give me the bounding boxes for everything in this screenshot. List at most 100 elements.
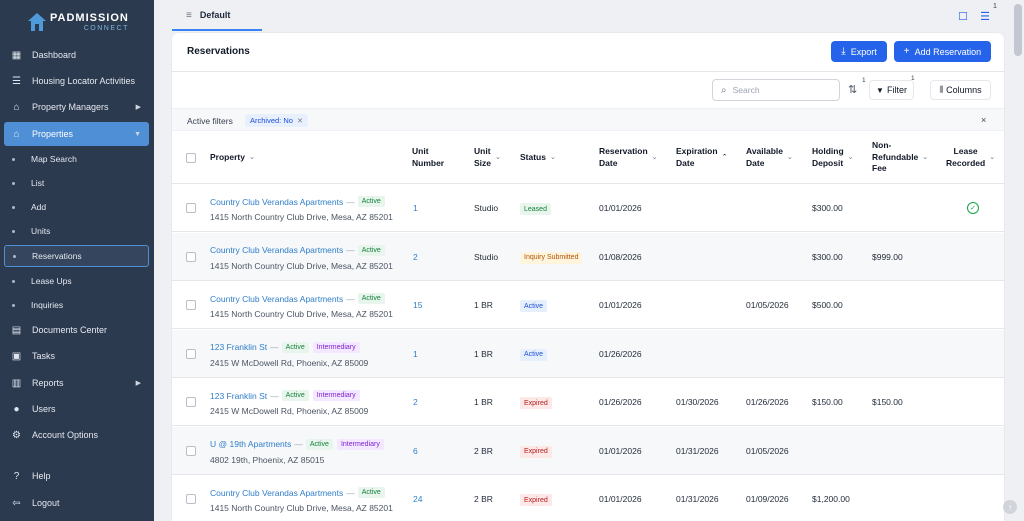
property-tag: Active <box>357 293 385 304</box>
property-name[interactable]: Country Club Verandas Apartments <box>210 245 344 255</box>
column-header-holding-deposit[interactable]: Holding Deposit ⌄ <box>812 131 854 184</box>
page-scrollbar-thumb[interactable] <box>1014 4 1022 56</box>
sidebar-item-reports[interactable]: ▥ Reports ▶ <box>4 372 149 394</box>
cell-unit[interactable]: 2 <box>413 397 418 407</box>
property-address: 4802 19th, Phoenix, AZ 85015 <box>210 454 325 465</box>
row-checkbox[interactable] <box>186 348 196 359</box>
chevron-down-icon: ⌄ <box>847 153 854 161</box>
sidebar-subitem-list[interactable]: List <box>4 172 149 194</box>
row-checkbox[interactable] <box>186 445 196 456</box>
separator: — <box>346 196 355 207</box>
views-list-icon[interactable]: ☰ <box>980 10 990 23</box>
table-row[interactable]: 123 Franklin St — Active Intermediary 2415 W… <box>172 378 1004 426</box>
cell-unit[interactable]: 24 <box>413 494 423 504</box>
status-badge: Active <box>520 300 548 312</box>
column-header-non-refundable-fee[interactable]: Non- Refundable Fee ⌄ <box>872 131 928 184</box>
column-header-lease-recorded[interactable]: Lease Recorded ⌄ <box>946 131 995 184</box>
row-checkbox[interactable] <box>186 397 196 407</box>
chevron-down-icon: ⌄ <box>549 153 556 161</box>
filter-icon: ▼ <box>876 85 884 95</box>
sidebar-item-logout[interactable]: ⇦ Logout <box>4 492 149 514</box>
property-name[interactable]: U @ 19th Apartments <box>210 439 292 449</box>
column-header-unit-number[interactable]: Unit Number <box>412 131 444 184</box>
status-badge: Leased <box>520 203 551 215</box>
column-header-available-date[interactable]: Available Date ⌄ <box>746 131 793 184</box>
cell-unit[interactable]: 15 <box>413 300 423 310</box>
columns-button[interactable]: ⫼ Columns <box>930 80 991 100</box>
remove-chip-icon[interactable]: ✕ <box>296 117 303 125</box>
property-link[interactable]: Country Club Verandas Apartments — Active <box>210 487 389 498</box>
property-link[interactable]: 123 Franklin St — Active Intermediary <box>210 390 364 401</box>
sidebar-item-housing-locator-activities[interactable]: ☰ Housing Locator Activities <box>4 70 149 92</box>
sort-icon[interactable]: ⇅ <box>848 84 858 96</box>
select-all-checkbox[interactable] <box>186 131 196 184</box>
scroll-top-icon[interactable]: ↑ <box>1003 500 1017 514</box>
chevron-down-icon: ⌄ <box>248 153 255 161</box>
property-name[interactable]: Country Club Verandas Apartments <box>210 487 344 498</box>
column-label: Expiration Date <box>676 146 718 168</box>
separator: — <box>346 293 355 304</box>
sidebar-subitem-add[interactable]: Add <box>4 196 149 218</box>
column-header-expiration-date[interactable]: Expiration Date ⌃ <box>676 131 727 184</box>
property-link[interactable]: 123 Franklin St — Active Intermediary <box>210 341 364 353</box>
sidebar-subitem-inquiries[interactable]: Inquiries <box>4 294 149 316</box>
property-link[interactable]: Country Club Verandas Apartments — Active <box>210 196 389 207</box>
property-name[interactable]: Country Club Verandas Apartments <box>210 196 344 207</box>
cell-reservation-date: 01/01/2026 <box>599 445 642 456</box>
sidebar-item-documents-center[interactable]: ▤ Documents Center <box>4 319 149 341</box>
page-title: Reservations <box>187 46 250 57</box>
row-checkbox[interactable] <box>186 251 196 262</box>
table-row[interactable]: U @ 19th Apartments — Active Intermediary 48… <box>172 426 1004 475</box>
column-header-unit-size[interactable]: Unit Size ⌄ <box>474 131 501 184</box>
table-row[interactable]: Country Club Verandas Apartments — Active 1… <box>172 232 1004 281</box>
status-badge: Inquiry Submitted <box>520 251 583 264</box>
column-header-property[interactable]: Property ⌄ <box>210 131 255 184</box>
property-link[interactable]: U @ 19th Apartments — Active Intermediary <box>210 438 388 450</box>
table-row[interactable]: Country Club Verandas Apartments — Active 1… <box>172 184 1004 232</box>
row-checkbox[interactable] <box>186 494 196 504</box>
cell-unit[interactable]: 1 <box>413 203 418 213</box>
sidebar-subitem-reservations[interactable]: Reservations <box>4 245 149 267</box>
sidebar-item-users[interactable]: ● Users <box>4 398 149 420</box>
property-address: 2415 W McDowell Rd, Phoenix, AZ 85009 <box>210 357 369 368</box>
sidebar-subitem-units[interactable]: Units <box>4 220 149 242</box>
sidebar-item-properties[interactable]: ⌂ Properties ▼ <box>4 122 149 146</box>
dashboard-icon: ▦ <box>11 49 22 61</box>
cell-fee: $150.00 <box>872 397 903 407</box>
cell-unit[interactable]: 6 <box>413 445 418 456</box>
table-row[interactable]: Country Club Verandas Apartments — Active 1… <box>172 475 1004 521</box>
property-link[interactable]: Country Club Verandas Apartments — Active <box>210 244 389 256</box>
sidebar-item-help[interactable]: ? Help <box>4 465 149 487</box>
row-checkbox[interactable] <box>186 300 196 310</box>
property-name[interactable]: Country Club Verandas Apartments <box>210 293 344 304</box>
tab-default[interactable]: ≡ Default <box>186 0 230 30</box>
bookmark-icon[interactable]: ☐ <box>958 10 968 23</box>
property-name[interactable]: 123 Franklin St <box>210 342 268 352</box>
property-name[interactable]: 123 Franklin St <box>210 390 268 401</box>
column-header-status[interactable]: Status ⌄ <box>520 131 556 184</box>
cell-unit[interactable]: 1 <box>413 348 418 359</box>
brand-logo[interactable]: PADMISSION CONNECT <box>28 10 129 34</box>
column-label: Non- Refundable Fee <box>872 140 919 174</box>
sidebar-subitem-lease-ups[interactable]: Lease Ups <box>4 270 149 292</box>
filter-button[interactable]: ▼ Filter <box>869 80 914 100</box>
cell-unit[interactable]: 2 <box>413 251 418 262</box>
sidebar-item-tasks[interactable]: ▣ Tasks <box>4 345 149 367</box>
row-checkbox[interactable] <box>186 203 196 213</box>
status-badge: Active <box>520 348 548 361</box>
sidebar-item-property-managers[interactable]: ⌂ Property Managers ▶ <box>4 96 149 118</box>
column-label: Available Date <box>746 146 784 168</box>
table-row[interactable]: Country Club Verandas Apartments — Active 1… <box>172 281 1004 329</box>
add-reservation-button[interactable]: + Add Reservation <box>894 41 991 62</box>
export-button[interactable]: ⤓ Export <box>831 41 887 62</box>
sidebar-subitem-map-search[interactable]: Map Search <box>4 148 149 170</box>
filter-chip-archived[interactable]: Archived: No ✕ <box>245 114 308 127</box>
property-link[interactable]: Country Club Verandas Apartments — Active <box>210 293 389 304</box>
clear-filters-button[interactable]: × <box>981 115 987 125</box>
column-header-reservation-date[interactable]: Reservation Date ⌄ <box>599 131 658 184</box>
table-row[interactable]: 123 Franklin St — Active Intermediary 2415 W… <box>172 329 1004 378</box>
bullet-icon <box>12 303 15 307</box>
sidebar-item-dashboard[interactable]: ▦ Dashboard <box>4 44 149 66</box>
search-input[interactable] <box>732 85 829 95</box>
sidebar-item-account-options[interactable]: ⚙ Account Options <box>4 424 149 446</box>
